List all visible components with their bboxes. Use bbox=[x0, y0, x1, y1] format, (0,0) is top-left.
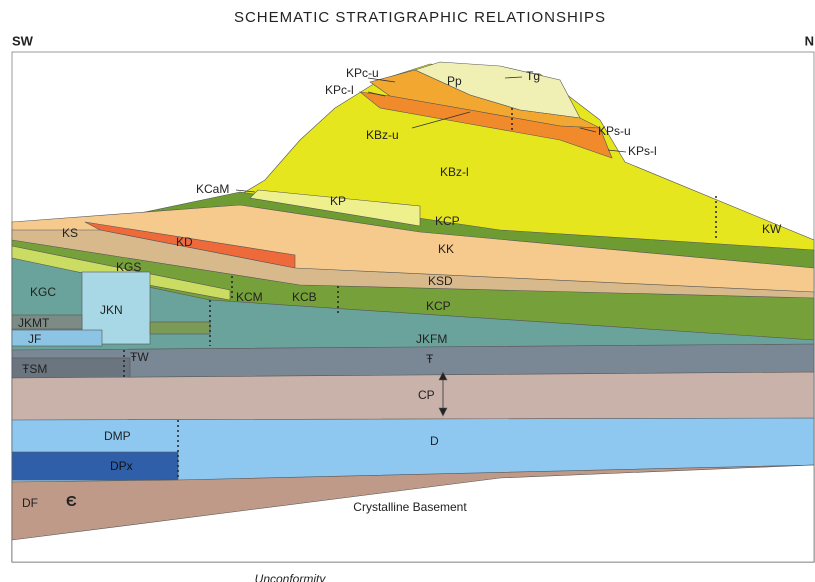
unit-label: Pp bbox=[447, 74, 462, 88]
basement-label: Crystalline Basement bbox=[353, 500, 467, 514]
title: SCHEMATIC STRATIGRAPHIC RELATIONSHIPS bbox=[234, 9, 606, 26]
unit-label: KGC bbox=[30, 285, 56, 299]
unit-label: Tg bbox=[526, 69, 540, 83]
unit-label: KCB bbox=[292, 290, 317, 304]
unit-label: CP bbox=[418, 388, 435, 402]
unit-label: D bbox=[430, 434, 439, 448]
n-label: N bbox=[805, 33, 814, 48]
unit-label: JF bbox=[28, 332, 41, 346]
jf-layer bbox=[12, 330, 102, 346]
unit-label: KCP bbox=[435, 214, 460, 228]
unit-label: KCaM bbox=[196, 182, 229, 196]
diagram: SCHEMATIC STRATIGRAPHIC RELATIONSHIPS SW… bbox=[0, 0, 815, 582]
unit-label: KP bbox=[330, 194, 346, 208]
unit-label: Ŧ bbox=[426, 352, 434, 366]
unit-label: KBz-u bbox=[366, 128, 399, 142]
unit-label: JKFM bbox=[416, 332, 447, 346]
unit-label: KCM bbox=[236, 290, 263, 304]
unit-label: Є bbox=[66, 493, 77, 510]
unit-label: DF bbox=[22, 496, 38, 510]
unit-label: KPc-u bbox=[346, 66, 379, 80]
unit-label: JKN bbox=[100, 303, 123, 317]
unit-label: KW bbox=[762, 222, 782, 236]
unit-label: KCP bbox=[426, 299, 451, 313]
unit-label: DMP bbox=[104, 429, 131, 443]
unit-label: KPs-u bbox=[598, 124, 631, 138]
unit-label: KPc-l bbox=[325, 83, 354, 97]
unit-label: ŦW bbox=[130, 350, 149, 364]
sw-label: SW bbox=[12, 33, 34, 48]
layers bbox=[12, 52, 814, 562]
unit-label: ŦSM bbox=[22, 362, 47, 376]
unit-label: KK bbox=[438, 242, 454, 256]
jkmt-green bbox=[150, 322, 210, 334]
unit-label: JKMT bbox=[18, 316, 50, 330]
unit-label: KBz-l bbox=[440, 165, 469, 179]
legend-unconformity: Unconformity bbox=[255, 572, 327, 582]
unit-label: KGS bbox=[116, 260, 141, 274]
unit-label: KS bbox=[62, 226, 78, 240]
unit-label: KSD bbox=[428, 274, 453, 288]
unit-label: DPx bbox=[110, 459, 133, 473]
unit-label: KD bbox=[176, 235, 193, 249]
unit-label: KPs-l bbox=[628, 144, 657, 158]
dpx-layer bbox=[12, 452, 178, 480]
